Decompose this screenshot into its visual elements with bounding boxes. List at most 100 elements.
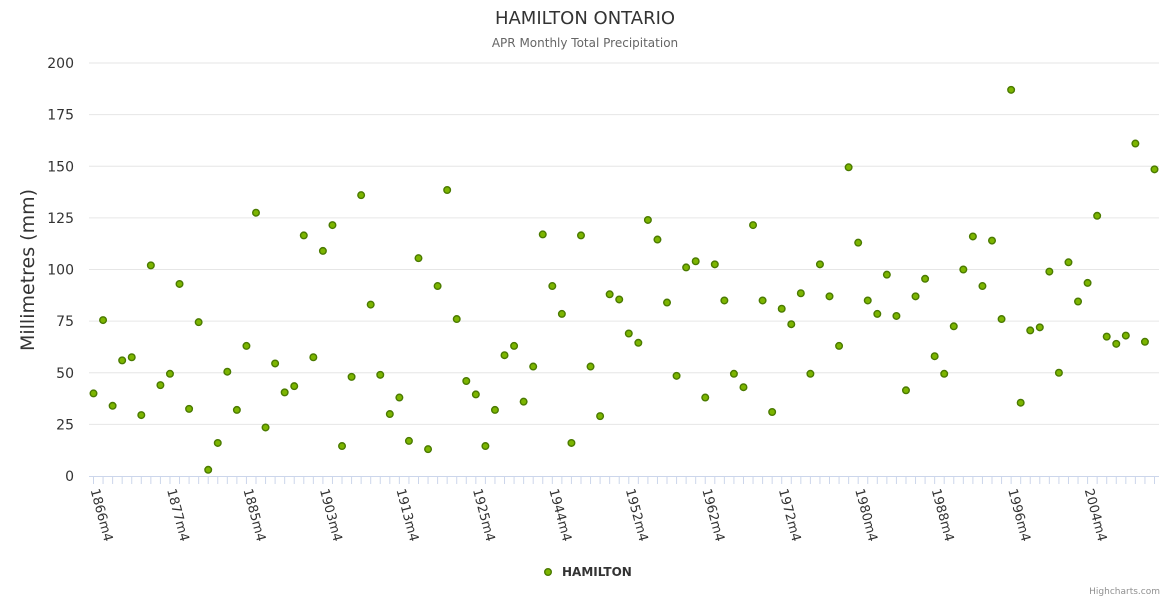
data-point[interactable] — [968, 232, 977, 241]
data-point[interactable] — [634, 338, 643, 347]
data-point[interactable] — [911, 292, 920, 301]
data-point[interactable] — [328, 221, 337, 230]
data-point[interactable] — [165, 369, 174, 378]
data-point[interactable] — [443, 185, 452, 194]
data-point[interactable] — [156, 381, 165, 390]
data-point[interactable] — [1026, 326, 1035, 335]
data-point[interactable] — [299, 231, 308, 240]
data-point[interactable] — [663, 298, 672, 307]
data-point[interactable] — [1112, 339, 1121, 348]
legend-marker[interactable] — [544, 568, 553, 577]
data-point[interactable] — [988, 236, 997, 245]
data-point[interactable] — [729, 369, 738, 378]
data-point[interactable] — [548, 282, 557, 291]
data-point[interactable] — [318, 246, 327, 255]
data-point[interactable] — [213, 438, 222, 447]
data-point[interactable] — [682, 263, 691, 272]
data-point[interactable] — [863, 296, 872, 305]
data-point[interactable] — [882, 270, 891, 279]
data-point[interactable] — [576, 231, 585, 240]
data-point[interactable] — [1074, 297, 1083, 306]
data-point[interactable] — [873, 309, 882, 318]
data-point[interactable] — [462, 377, 471, 386]
data-point[interactable] — [701, 393, 710, 402]
data-point[interactable] — [978, 282, 987, 291]
data-point[interactable] — [586, 362, 595, 371]
data-point[interactable] — [997, 315, 1006, 324]
data-point[interactable] — [127, 353, 136, 362]
data-point[interactable] — [749, 221, 758, 230]
data-point[interactable] — [815, 260, 824, 269]
data-point[interactable] — [433, 282, 442, 291]
data-point[interactable] — [643, 215, 652, 224]
credits-link[interactable]: Highcharts.com — [1089, 587, 1160, 597]
data-point[interactable] — [1016, 398, 1025, 407]
data-point[interactable] — [309, 353, 318, 362]
data-point[interactable] — [854, 238, 863, 247]
data-point[interactable] — [806, 369, 815, 378]
data-point[interactable] — [481, 442, 490, 451]
data-point[interactable] — [376, 370, 385, 379]
data-point[interactable] — [290, 382, 299, 391]
data-point[interactable] — [739, 383, 748, 392]
data-point[interactable] — [404, 436, 413, 445]
data-point[interactable] — [223, 367, 232, 376]
data-point[interactable] — [1121, 331, 1130, 340]
data-point[interactable] — [357, 191, 366, 200]
data-point[interactable] — [118, 356, 127, 365]
data-point[interactable] — [949, 322, 958, 331]
data-point[interactable] — [921, 274, 930, 283]
data-point[interactable] — [510, 341, 519, 350]
data-point[interactable] — [1093, 211, 1102, 220]
data-point[interactable] — [204, 465, 213, 474]
data-point[interactable] — [1054, 368, 1063, 377]
data-point[interactable] — [395, 393, 404, 402]
data-point[interactable] — [930, 352, 939, 361]
data-point[interactable] — [787, 320, 796, 329]
data-point[interactable] — [940, 369, 949, 378]
data-point[interactable] — [137, 411, 146, 420]
data-point[interactable] — [452, 315, 461, 324]
data-point[interactable] — [261, 423, 270, 432]
data-point[interactable] — [825, 292, 834, 301]
data-point[interactable] — [194, 318, 203, 327]
data-point[interactable] — [519, 397, 528, 406]
data-point[interactable] — [1035, 323, 1044, 332]
data-point[interactable] — [1064, 258, 1073, 267]
data-point[interactable] — [490, 405, 499, 414]
data-point[interactable] — [1102, 332, 1111, 341]
data-point[interactable] — [385, 410, 394, 419]
data-point[interactable] — [347, 372, 356, 381]
data-point[interactable] — [1083, 278, 1092, 287]
data-point[interactable] — [242, 341, 251, 350]
data-point[interactable] — [251, 208, 260, 217]
data-point[interactable] — [99, 316, 108, 325]
data-point[interactable] — [691, 257, 700, 266]
data-point[interactable] — [557, 309, 566, 318]
data-point[interactable] — [605, 290, 614, 299]
data-point[interactable] — [280, 388, 289, 397]
data-point[interactable] — [615, 295, 624, 304]
series-hamilton[interactable] — [89, 85, 1159, 474]
data-point[interactable] — [185, 404, 194, 413]
data-point[interactable] — [835, 341, 844, 350]
data-point[interactable] — [596, 412, 605, 421]
legend[interactable]: HAMILTON — [544, 565, 632, 579]
data-point[interactable] — [758, 296, 767, 305]
data-point[interactable] — [844, 163, 853, 172]
data-point[interactable] — [1131, 139, 1140, 148]
data-point[interactable] — [89, 389, 98, 398]
data-point[interactable] — [653, 235, 662, 244]
data-point[interactable] — [710, 260, 719, 269]
legend-item-hamilton[interactable]: HAMILTON — [562, 565, 632, 579]
data-point[interactable] — [538, 230, 547, 239]
data-point[interactable] — [414, 254, 423, 263]
data-point[interactable] — [271, 359, 280, 368]
data-point[interactable] — [338, 442, 347, 451]
data-point[interactable] — [471, 390, 480, 399]
data-point[interactable] — [901, 386, 910, 395]
data-point[interactable] — [424, 445, 433, 454]
data-point[interactable] — [672, 371, 681, 380]
data-point[interactable] — [768, 407, 777, 416]
data-point[interactable] — [777, 304, 786, 313]
